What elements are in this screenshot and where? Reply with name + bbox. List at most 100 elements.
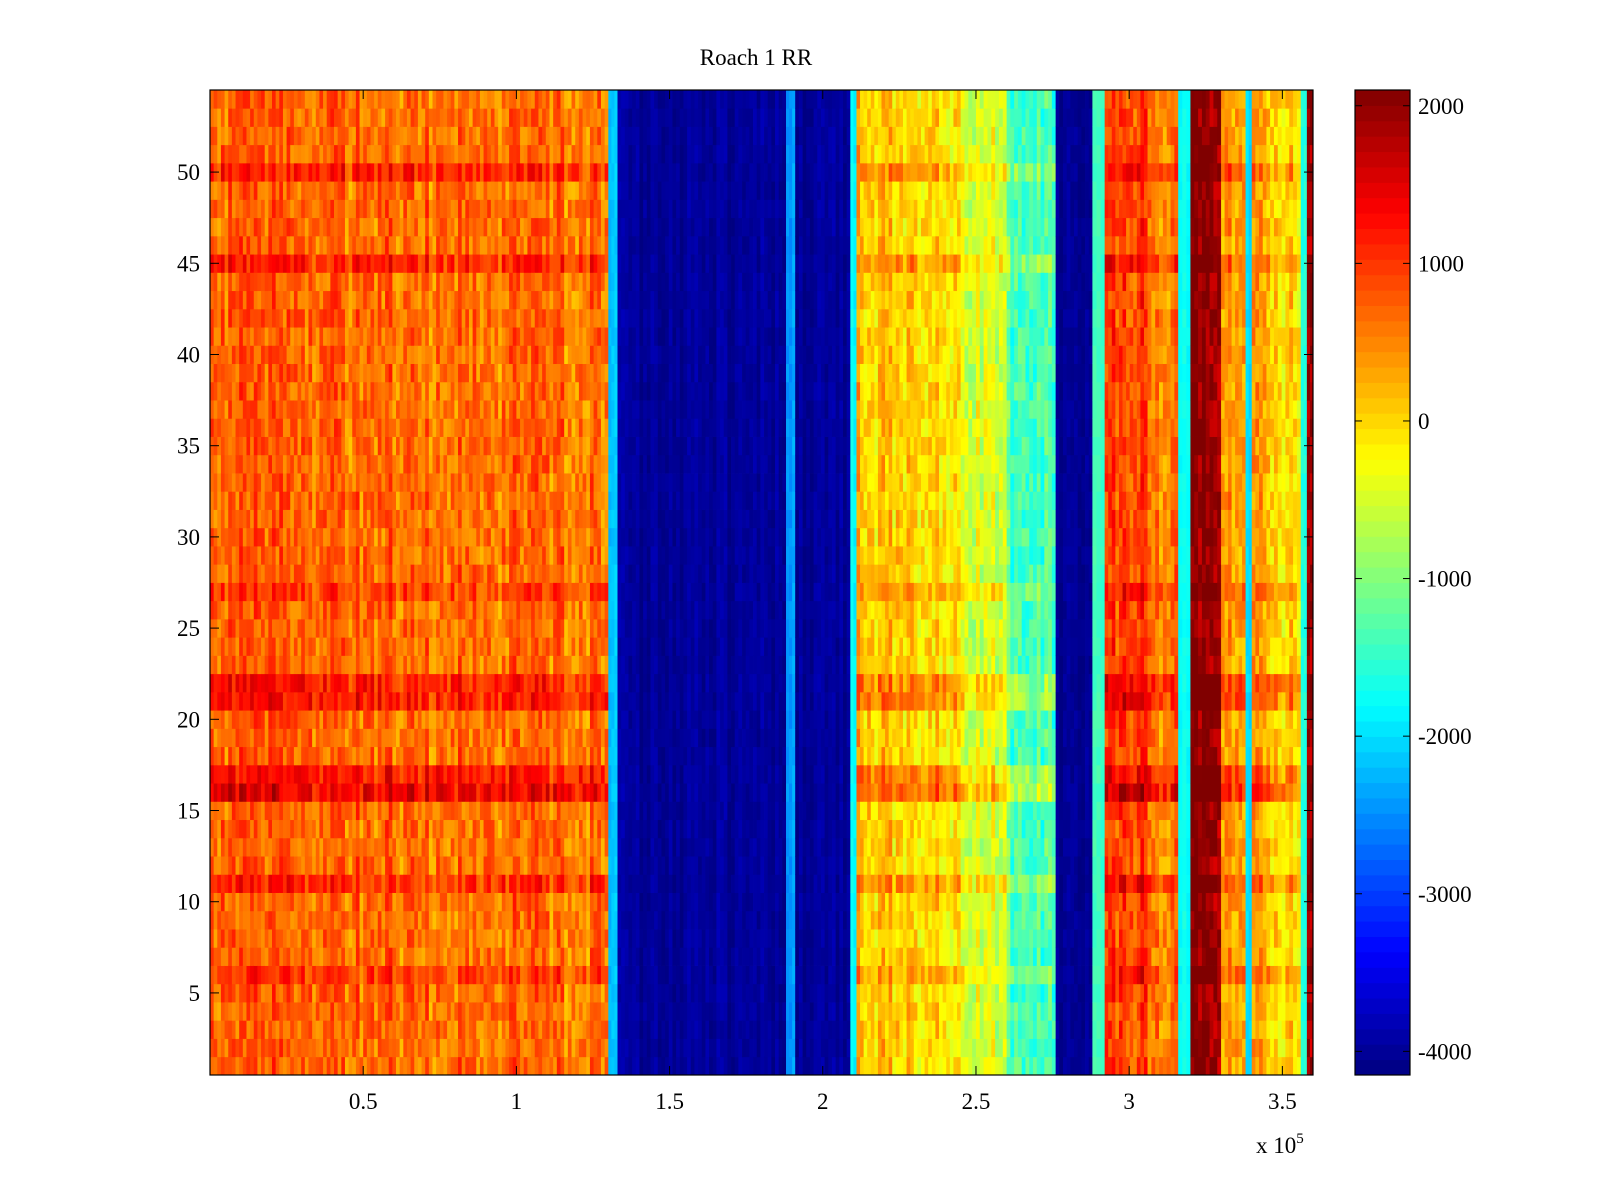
- heatmap-cell: [228, 710, 233, 729]
- heatmap-cell: [476, 746, 481, 766]
- heatmap-cell: [458, 929, 463, 948]
- heatmap-cell: [468, 783, 474, 802]
- heatmap-cell: [421, 290, 426, 310]
- heatmap-cell: [414, 400, 419, 419]
- heatmap-cell: [253, 929, 258, 948]
- heatmap-cell: [414, 454, 419, 474]
- heatmap-cell: [472, 400, 477, 419]
- heatmap-cell: [410, 710, 415, 729]
- heatmap-cell: [308, 892, 313, 912]
- heatmap-cell: [250, 837, 255, 857]
- heatmap-cell: [315, 400, 320, 419]
- heatmap-cell: [344, 728, 350, 748]
- heatmap-cell: [220, 308, 225, 328]
- heatmap-cell: [210, 126, 215, 146]
- heatmap-cell: [261, 509, 266, 529]
- heatmap-cell: [527, 728, 532, 748]
- heatmap-cell: [392, 728, 397, 748]
- heatmap-cell: [392, 1002, 397, 1021]
- heatmap-cell: [432, 1020, 437, 1039]
- heatmap-cell: [516, 181, 521, 200]
- heatmap-cell: [315, 272, 320, 292]
- heatmap-cell: [290, 90, 295, 109]
- heatmap-cell: [432, 381, 437, 401]
- heatmap-cell: [531, 199, 536, 219]
- heatmap-cell: [315, 655, 320, 675]
- heatmap-cell: [250, 983, 255, 1003]
- heatmap-cell: [542, 892, 547, 912]
- heatmap-cell: [458, 819, 463, 839]
- heatmap-cell: [217, 454, 222, 474]
- heatmap-cell: [304, 199, 309, 219]
- heatmap-cell: [545, 965, 550, 985]
- heatmap-cell: [374, 801, 379, 821]
- heatmap-cell: [439, 764, 444, 784]
- heatmap-cell: [385, 527, 390, 547]
- heatmap-cell: [479, 363, 484, 383]
- heatmap-cell: [465, 290, 470, 310]
- heatmap-cell: [370, 290, 375, 310]
- heatmap-cell: [385, 308, 390, 328]
- heatmap-cell: [403, 564, 408, 583]
- heatmap-cell: [399, 764, 404, 784]
- heatmap-cell: [370, 400, 375, 419]
- heatmap-cell: [538, 582, 543, 602]
- heatmap-cell: [425, 181, 430, 200]
- heatmap-cell: [381, 929, 386, 948]
- heatmap-cell: [472, 254, 477, 273]
- heatmap-cell: [414, 618, 419, 638]
- heatmap-cell: [352, 327, 357, 346]
- heatmap-cell: [363, 235, 368, 255]
- heatmap-cell: [315, 254, 320, 273]
- heatmap-cell: [399, 837, 404, 857]
- heatmap-cell: [421, 728, 426, 748]
- heatmap-cell: [279, 691, 284, 711]
- heatmap-cell: [355, 527, 360, 547]
- heatmap-cell: [363, 473, 368, 492]
- heatmap-cell: [370, 691, 375, 711]
- heatmap-cell: [319, 764, 324, 784]
- heatmap-cell: [334, 1020, 339, 1039]
- heatmap-cell: [472, 181, 477, 200]
- heatmap-cell: [250, 162, 255, 182]
- heatmap-cell: [315, 1038, 320, 1058]
- heatmap-cell: [396, 1038, 401, 1058]
- heatmap-cell: [414, 746, 419, 766]
- heatmap-cell: [428, 108, 433, 127]
- heatmap-cell: [428, 509, 433, 529]
- heatmap-cell: [220, 783, 225, 802]
- heatmap-cell: [538, 801, 543, 821]
- heatmap-cell: [417, 162, 422, 182]
- heatmap-cell: [366, 162, 371, 182]
- heatmap-cell: [377, 965, 382, 985]
- heatmap-cell: [359, 181, 364, 200]
- heatmap-cell: [487, 1056, 492, 1076]
- heatmap-cell: [304, 947, 309, 966]
- heatmap-cell: [385, 783, 390, 802]
- heatmap-cell: [264, 473, 269, 492]
- heatmap-cell: [476, 108, 481, 127]
- heatmap-cell: [268, 345, 273, 365]
- heatmap-cell: [330, 819, 335, 839]
- heatmap-cell: [282, 90, 287, 109]
- heatmap-cell: [505, 436, 510, 456]
- heatmap-cell: [355, 381, 360, 401]
- heatmap-cell: [272, 637, 277, 656]
- heatmap-cell: [542, 90, 547, 109]
- heatmap-cell: [326, 1038, 331, 1058]
- heatmap-cell: [396, 345, 401, 365]
- heatmap-cell: [542, 290, 547, 310]
- heatmap-cell: [443, 582, 448, 602]
- heatmap-cell: [264, 181, 269, 200]
- heatmap-cell: [531, 272, 536, 292]
- heatmap-cell: [250, 1038, 255, 1058]
- heatmap-cell: [220, 162, 225, 182]
- heatmap-cell: [385, 1038, 390, 1058]
- heatmap-cell: [428, 983, 433, 1003]
- heatmap-cell: [414, 710, 419, 729]
- heatmap-cell: [399, 1020, 404, 1039]
- heatmap-cell: [363, 272, 368, 292]
- heatmap-cell: [428, 600, 433, 620]
- heatmap-cell: [242, 1002, 247, 1021]
- heatmap-cell: [210, 308, 215, 328]
